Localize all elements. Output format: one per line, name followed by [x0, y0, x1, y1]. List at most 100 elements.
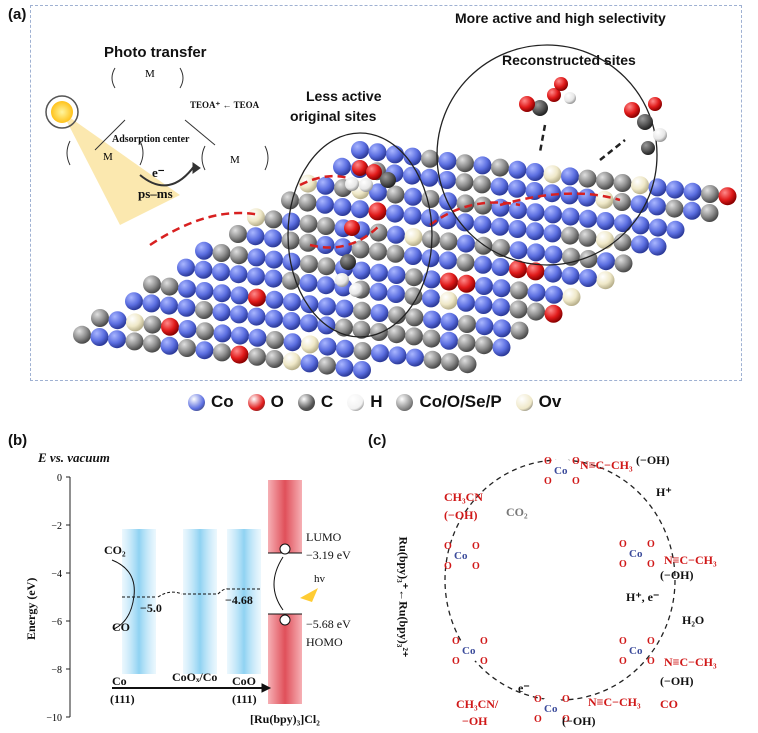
slab-atom — [369, 242, 387, 261]
svg-text:O: O — [472, 561, 480, 572]
c-oh-1: (−OH) — [636, 453, 670, 467]
slab-atom — [613, 233, 632, 252]
slab-atom — [387, 266, 406, 284]
less-active-title-2: original sites — [290, 108, 377, 124]
slab-atom — [317, 276, 335, 295]
slab-atom — [229, 225, 247, 243]
legend-label: Co — [211, 392, 234, 411]
slab-atom — [510, 281, 528, 300]
svg-text:Co: Co — [462, 645, 476, 657]
slab-atom — [441, 353, 459, 371]
slab-atom — [579, 209, 597, 228]
svg-text:O: O — [619, 656, 627, 667]
slab-atom — [439, 291, 458, 310]
slab-atom — [283, 333, 302, 352]
slab-atom — [108, 330, 126, 349]
svg-text:O: O — [480, 636, 488, 647]
slab-atom — [491, 258, 510, 276]
co-center: CoO OO O — [619, 636, 655, 667]
c-hplus: H⁺ — [656, 485, 672, 499]
slab-atom — [212, 263, 230, 281]
slab-atom — [230, 305, 248, 324]
c-ch3cn: CH₃CN — [444, 490, 483, 504]
more-active-title: More active and high selectivity — [455, 10, 666, 26]
lumo-electron-icon — [279, 543, 291, 555]
light-beam — [62, 112, 180, 225]
slab-atom — [474, 296, 493, 314]
slab-atom — [370, 263, 388, 282]
slab-atom — [265, 350, 284, 368]
slab-atom — [282, 312, 301, 330]
slab-atom — [509, 260, 527, 279]
slab-atom — [247, 208, 265, 227]
c-oh-4: (−OH) — [660, 674, 694, 688]
slab-atom — [596, 171, 614, 190]
co-label-b: CO — [112, 620, 130, 634]
slab-atom — [455, 173, 474, 192]
slab-atom — [265, 250, 283, 269]
legend-item: Ov — [515, 392, 561, 412]
slab-atom — [351, 200, 369, 219]
slab-atom — [457, 293, 475, 312]
slab-atom — [404, 228, 423, 246]
slab-atom — [160, 336, 179, 355]
panel-a-label: (a) — [8, 6, 27, 23]
slab-atom — [108, 311, 127, 330]
c-nc-3: N≡C−CH₃ — [664, 655, 717, 669]
slab-atom — [631, 235, 649, 254]
c-ru-label: Ru(bpy)₃⁺←Ru(bpy)₃²⁺ — [396, 536, 411, 658]
slab-atom — [596, 231, 614, 249]
slab-atom — [404, 287, 423, 306]
x-label-coo-facet: (111) — [232, 692, 257, 706]
less-active-title-1: Less active — [306, 88, 382, 104]
migration-arrows — [538, 124, 626, 161]
slab-atom — [264, 269, 283, 288]
slab-atom — [335, 299, 354, 318]
slab-atom — [142, 294, 161, 313]
slab-atom — [648, 197, 666, 216]
legend-swatch — [396, 393, 414, 411]
slab-atom — [333, 198, 352, 216]
electron-label: e⁻ — [152, 165, 165, 180]
c-oh-2: (−OH) — [444, 508, 478, 522]
slab-atom — [352, 261, 371, 280]
svg-text:Co: Co — [454, 550, 468, 562]
svg-text:O: O — [452, 636, 460, 647]
svg-text:O: O — [534, 714, 542, 725]
slab-atom — [666, 180, 684, 199]
legend-item: C — [297, 392, 333, 412]
co2-label-b: CO₂ — [104, 543, 126, 557]
slab-atom — [299, 214, 318, 233]
legend-item: O — [247, 392, 284, 412]
svg-text:Co: Co — [554, 465, 568, 477]
slab-atom — [526, 203, 545, 222]
slab-atom — [457, 274, 476, 293]
slab-atom — [404, 187, 422, 206]
slab-atom — [492, 298, 510, 317]
slab-atom — [353, 342, 372, 360]
slab-atom — [125, 292, 143, 311]
slab-atom — [630, 195, 649, 214]
slab-atom — [388, 346, 407, 365]
slab-atom — [438, 171, 456, 189]
y-tick-label: 0 — [57, 473, 62, 484]
slab-atom — [493, 319, 511, 338]
slab-atom — [229, 265, 248, 284]
slab-atom — [421, 190, 440, 208]
slab-atom — [298, 193, 317, 212]
legend-swatch — [515, 393, 533, 411]
svg-text:O: O — [647, 539, 655, 550]
slab-atom — [213, 284, 231, 303]
adsorbed-molecules — [335, 77, 667, 297]
complex-metal-2: M — [103, 151, 113, 163]
adsorption-center-label: Adsorption center — [112, 134, 190, 145]
slab-atom — [178, 320, 197, 338]
original-sites-circle — [287, 132, 433, 338]
sun-ring — [45, 95, 79, 129]
slab-atom — [543, 224, 562, 243]
slab-atom — [423, 350, 442, 369]
slab-atom — [614, 254, 633, 273]
slab-atom — [195, 282, 214, 300]
slab-atom — [527, 283, 546, 302]
slab-atom — [318, 297, 336, 316]
